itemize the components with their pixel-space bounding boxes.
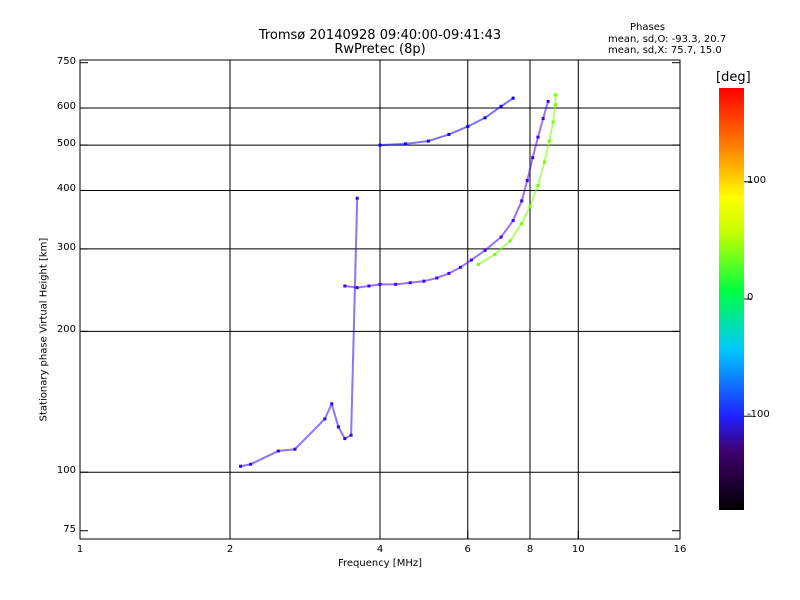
data-point (239, 464, 243, 468)
data-point (422, 279, 426, 283)
data-point (483, 116, 487, 120)
data-point (520, 221, 524, 225)
colorbar-label: [deg] (716, 70, 751, 85)
x-tick-label: 10 (571, 544, 585, 555)
data-point (349, 433, 353, 437)
data-point (447, 271, 451, 275)
y-tick-label: 750 (56, 55, 76, 67)
stats-line-o: mean, sd,O: -93.3, 20.7 (608, 34, 727, 45)
colorbar-tick-label: -100 (747, 409, 770, 421)
data-point (394, 282, 398, 286)
x-tick-label: 6 (464, 544, 471, 555)
stats-line-x: mean, sd,X: 75.7, 15.0 (608, 45, 722, 56)
series-line (477, 94, 557, 266)
data-point (546, 99, 550, 103)
data-point (323, 417, 327, 421)
data-point (542, 160, 546, 164)
data-point (367, 284, 371, 288)
x-tick-label: 2 (226, 544, 234, 555)
data-point (426, 139, 430, 143)
data-point (355, 286, 359, 290)
data-point (511, 219, 515, 223)
y-tick-label: 300 (56, 241, 76, 253)
data-point (511, 96, 515, 100)
data-point (447, 132, 451, 136)
data-point (493, 252, 497, 256)
data-point (355, 196, 359, 200)
data-point (469, 258, 473, 262)
y-tick-label: 400 (56, 183, 76, 195)
data-point (249, 462, 253, 466)
data-series (239, 93, 557, 468)
y-tick-label: 600 (56, 101, 76, 113)
data-point (330, 402, 334, 406)
data-point (541, 116, 545, 120)
data-point (343, 437, 347, 441)
data-point (553, 103, 557, 107)
x-tick-label: 8 (526, 544, 534, 555)
series-line (379, 97, 514, 147)
data-point (547, 139, 551, 143)
x-tick-label: 16 (673, 544, 687, 555)
stats-heading: Phases (630, 22, 666, 33)
axis-ticks (79, 62, 752, 539)
data-point (531, 156, 535, 160)
data-point (458, 265, 462, 269)
data-point (520, 199, 524, 203)
colorbar-tick-label: 100 (747, 174, 767, 186)
y-tick-label: 100 (56, 465, 76, 477)
data-point (293, 447, 297, 451)
data-point (499, 235, 503, 239)
series-line (240, 198, 359, 468)
data-point (499, 104, 503, 108)
data-point (528, 204, 532, 208)
data-point (343, 284, 347, 288)
data-point (378, 282, 382, 286)
y-tick-label: 75 (63, 523, 76, 535)
series-x-mode-trace (476, 93, 557, 266)
data-point (476, 262, 480, 266)
data-point (508, 239, 512, 243)
y-tick-label: 500 (56, 138, 76, 150)
series-upper-trace (378, 96, 515, 147)
series-o-mode-trace (343, 99, 550, 290)
data-point (435, 276, 439, 280)
series-e-region-echoes (239, 196, 359, 468)
data-point (378, 143, 382, 147)
x-tick-label: 1 (76, 544, 84, 555)
data-point (336, 425, 340, 429)
data-point (276, 449, 280, 453)
series-line (344, 101, 550, 289)
y-tick-label: 200 (56, 324, 76, 336)
data-point (536, 183, 540, 187)
data-point (551, 120, 555, 124)
data-point (525, 179, 529, 183)
data-point (483, 248, 487, 252)
colorbar (719, 88, 744, 510)
data-point (536, 135, 540, 139)
x-tick-label: 4 (376, 544, 384, 555)
grid-lines (80, 60, 680, 539)
data-point (553, 93, 557, 97)
data-point (408, 281, 412, 285)
colorbar-tick-label: 0 (747, 292, 754, 303)
chart-title: Tromsø 20140928 09:40:00-09:41:43 (258, 28, 502, 43)
chart-subtitle: RwPretec (8p) (334, 42, 426, 57)
data-point (403, 142, 407, 146)
x-axis-label: Frequency [MHz] (337, 558, 423, 569)
data-point (466, 124, 470, 128)
